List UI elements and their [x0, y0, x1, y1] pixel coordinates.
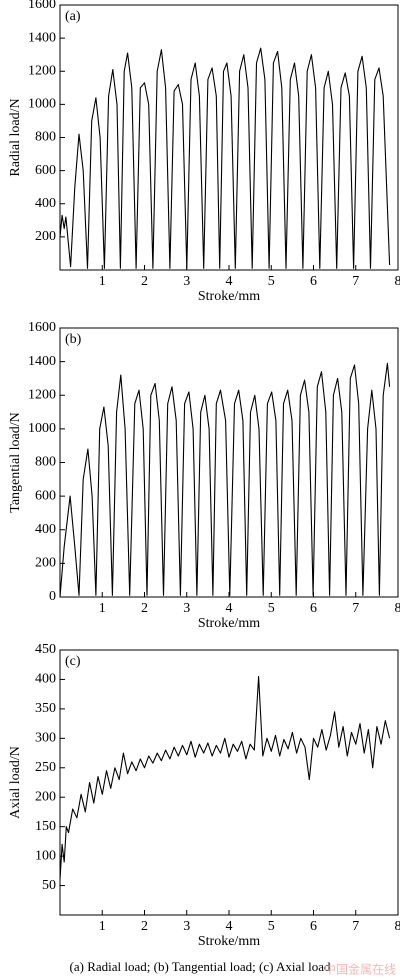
panel-label: (c) — [65, 654, 81, 669]
x-tick-label: 4 — [226, 601, 233, 616]
y-tick-label: 50 — [42, 878, 56, 893]
load-trace — [59, 675, 391, 880]
y-tick-label: 1200 — [28, 387, 56, 402]
watermark: 中国金属在线 — [324, 962, 396, 977]
y-tick-label: 600 — [35, 488, 56, 503]
y-tick-label: 600 — [35, 163, 56, 178]
y-tick-label: 0 — [49, 589, 56, 604]
y-tick-label: 1600 — [28, 320, 56, 335]
x-tick-label: 8 — [395, 601, 400, 616]
x-tick-label: 6 — [310, 601, 317, 616]
y-tick-label: 100 — [35, 848, 56, 863]
y-tick-label: 300 — [35, 731, 56, 746]
y-tick-label: 1400 — [28, 30, 56, 45]
panel-label: (a) — [65, 9, 81, 24]
y-tick-label: 450 — [35, 642, 56, 657]
y-tick-label: 350 — [35, 701, 56, 716]
y-tick-label: 1600 — [28, 0, 56, 12]
y-axis-label: Tangential load/N — [8, 412, 23, 513]
y-tick-label: 400 — [35, 672, 56, 687]
x-tick-label: 2 — [141, 274, 148, 289]
x-axis-label: Stroke/mm — [198, 289, 260, 304]
plot-frame — [59, 649, 399, 916]
x-tick-label: 8 — [395, 274, 400, 289]
x-tick-label: 3 — [183, 601, 190, 616]
y-tick-label: 150 — [35, 819, 56, 834]
y-tick-label: 400 — [35, 522, 56, 537]
x-tick-label: 2 — [141, 919, 148, 934]
x-tick-label: 6 — [310, 274, 317, 289]
x-axis-label: Stroke/mm — [198, 616, 260, 631]
x-tick-label: 7 — [352, 601, 359, 616]
y-tick-label: 1000 — [28, 421, 56, 436]
caption: (a) Radial load; (b) Tangential load; (c… — [70, 959, 331, 974]
y-tick-label: 200 — [35, 229, 56, 244]
y-tick-label: 200 — [35, 789, 56, 804]
y-tick-label: 800 — [35, 455, 56, 470]
y-tick-label: 1000 — [28, 97, 56, 112]
x-tick-label: 7 — [352, 919, 359, 934]
x-tick-label: 5 — [268, 919, 275, 934]
panel-label: (b) — [65, 332, 82, 347]
x-tick-label: 4 — [226, 919, 233, 934]
x-tick-label: 6 — [310, 919, 317, 934]
x-tick-label: 3 — [183, 919, 190, 934]
x-tick-label: 7 — [352, 274, 359, 289]
x-tick-label: 5 — [268, 274, 275, 289]
load-trace — [59, 47, 391, 269]
x-tick-label: 4 — [226, 274, 233, 289]
y-tick-label: 400 — [35, 196, 56, 211]
x-tick-label: 2 — [141, 601, 148, 616]
load-trace — [59, 362, 391, 598]
y-tick-label: 250 — [35, 760, 56, 775]
y-axis-label: Axial load/N — [8, 746, 23, 819]
x-tick-label: 1 — [99, 601, 106, 616]
y-axis-label: Radial load/N — [8, 98, 23, 176]
x-axis-label: Stroke/mm — [198, 934, 260, 949]
x-tick-label: 1 — [99, 919, 106, 934]
y-tick-label: 200 — [35, 556, 56, 571]
x-tick-label: 3 — [183, 274, 190, 289]
x-tick-label: 5 — [268, 601, 275, 616]
y-tick-label: 1200 — [28, 63, 56, 78]
y-tick-label: 800 — [35, 130, 56, 145]
x-tick-label: 1 — [99, 274, 106, 289]
plot-frame — [59, 4, 399, 271]
x-tick-label: 8 — [395, 919, 400, 934]
y-tick-label: 1400 — [28, 354, 56, 369]
